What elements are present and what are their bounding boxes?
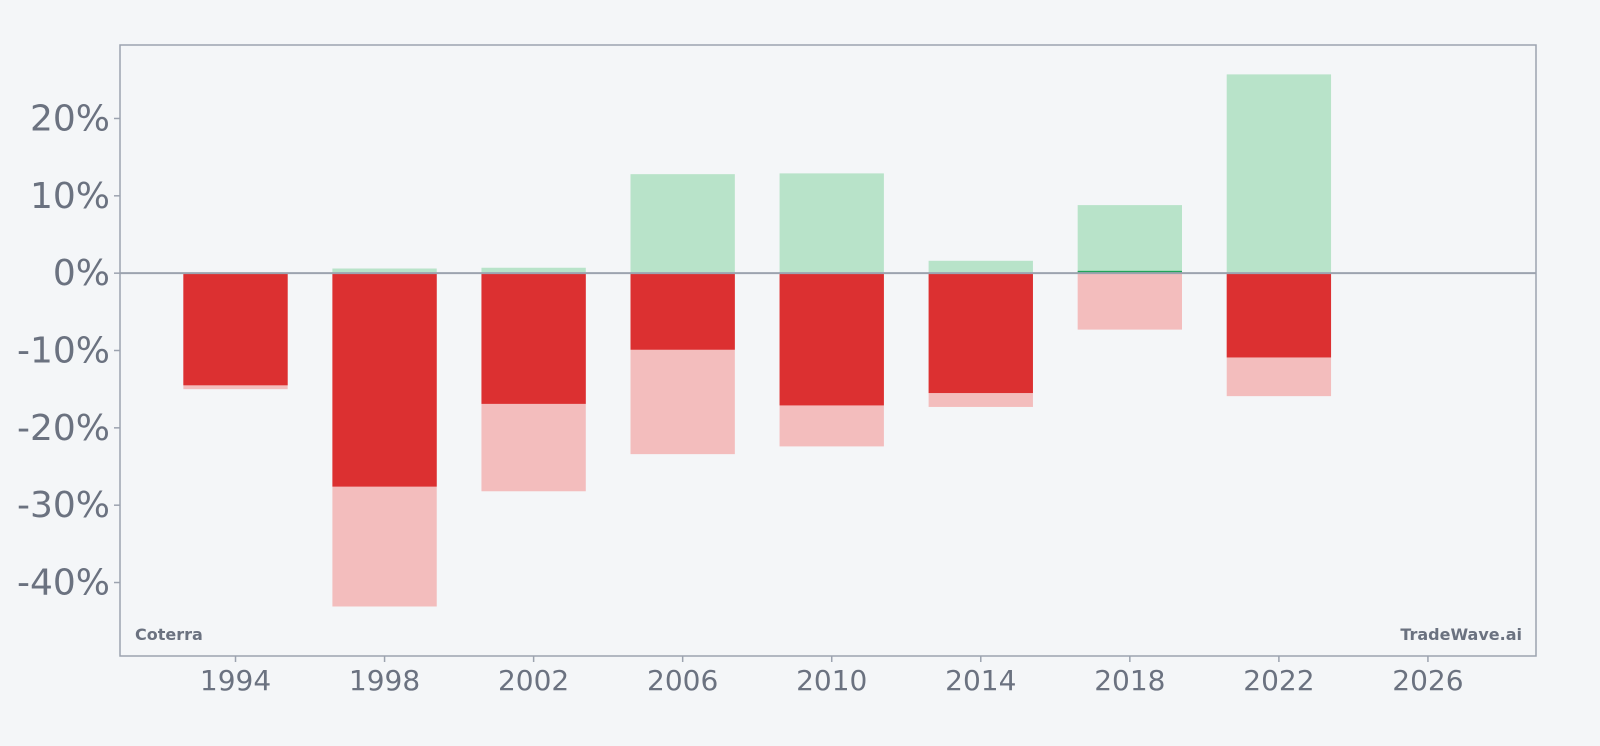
bar-net-2010	[779, 273, 884, 406]
bar-max-gain-2006	[630, 174, 735, 274]
x-tick-label: 2002	[498, 664, 569, 697]
bar-net-1998	[332, 273, 437, 487]
bar-max-gain-2014	[928, 260, 1033, 274]
bar-net-2006	[630, 273, 735, 350]
bar-net-2014	[928, 273, 1033, 394]
bar-max-gain-2010	[779, 173, 884, 274]
x-tick-label: 1994	[200, 664, 271, 697]
y-tick-label: 0%	[53, 253, 110, 294]
x-tick-label: 2006	[647, 664, 718, 697]
y-tick-label: -20%	[17, 408, 110, 449]
y-tick-label: -40%	[17, 563, 110, 604]
x-tick-label: 2014	[945, 664, 1016, 697]
bar-max-gain-2022	[1226, 74, 1332, 274]
bar-max-gain-1998	[332, 268, 437, 274]
bar-net-2018	[1077, 270, 1182, 274]
watermark-right: TradeWave.ai	[1400, 625, 1522, 644]
bar-net-2002	[481, 273, 586, 404]
y-tick-label: 10%	[30, 176, 110, 217]
x-tick-label: 2026	[1392, 664, 1463, 697]
x-axis: 1994 1998 2002 2006 2010 2014 2018 2022 2026	[200, 656, 1464, 697]
y-tick-label: 20%	[30, 98, 110, 139]
watermark-left: Coterra	[135, 625, 203, 644]
bar-max-gain-2002	[481, 267, 586, 274]
bar-net-2022	[1226, 273, 1332, 358]
bar-net-1994	[183, 273, 288, 386]
y-tick-label: -10%	[17, 331, 110, 372]
y-axis: -40% -30% -20% -10% 0% 10% 20%	[17, 98, 120, 604]
y-tick-label: -30%	[17, 485, 110, 526]
x-tick-label: 2022	[1243, 664, 1314, 697]
x-tick-label: 1998	[349, 664, 420, 697]
x-tick-label: 2018	[1094, 664, 1165, 697]
bar-max-loss-2018	[1077, 273, 1182, 330]
x-tick-label: 2010	[796, 664, 867, 697]
bars-layer	[183, 74, 1332, 607]
bar-max-gain-2018	[1077, 205, 1182, 274]
